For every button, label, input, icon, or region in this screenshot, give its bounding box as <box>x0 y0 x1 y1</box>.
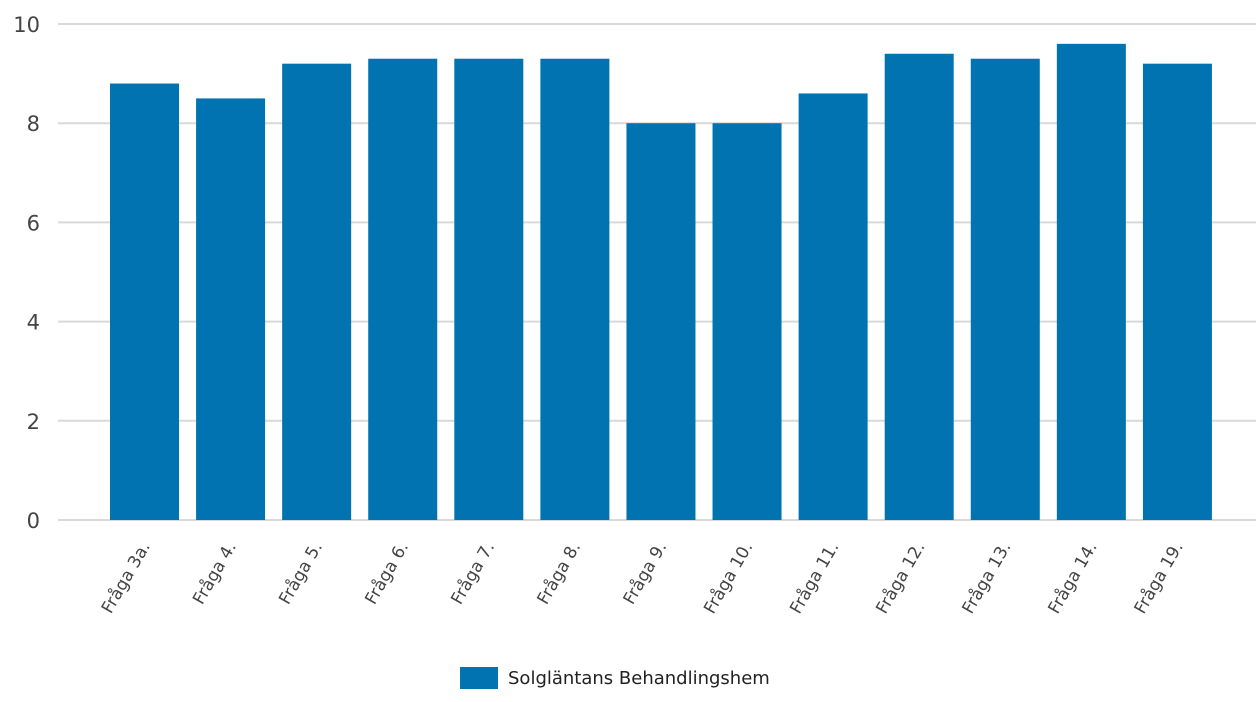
x-tick-label: Fråga 11. <box>785 538 843 617</box>
legend-swatch <box>460 667 498 689</box>
bar <box>1142 63 1212 521</box>
y-tick-label: 0 <box>27 509 40 533</box>
x-tick-label: Fråga 14. <box>1044 538 1102 617</box>
bar <box>626 123 696 520</box>
x-tick-label: Fråga 3a. <box>97 538 155 617</box>
bar <box>196 98 266 521</box>
x-tick-label: Fråga 9. <box>619 538 672 608</box>
x-tick-label: Fråga 19. <box>1130 538 1188 617</box>
y-tick-label: 8 <box>27 112 40 136</box>
y-tick-label: 6 <box>27 211 40 235</box>
x-tick-label: Fråga 7. <box>447 538 500 608</box>
y-axis-ticks: 0 2 4 6 8 10 <box>13 13 40 533</box>
x-tick-label: Fråga 6. <box>360 538 413 608</box>
y-tick-label: 2 <box>27 410 40 434</box>
bar <box>712 123 782 520</box>
x-tick-label: Fråga 10. <box>699 538 757 617</box>
bar <box>884 53 954 520</box>
y-tick-label: 10 <box>13 13 40 37</box>
x-tick-label: Fråga 5. <box>274 538 327 608</box>
bar <box>282 63 352 521</box>
bars <box>110 43 1212 521</box>
bar <box>454 58 524 520</box>
x-tick-label: Fråga 12. <box>872 538 930 617</box>
bar <box>368 58 438 520</box>
bar <box>540 58 610 520</box>
legend-label: Solgläntans Behandlingshem <box>508 667 770 689</box>
bar <box>1056 43 1126 521</box>
y-tick-label: 4 <box>27 311 40 335</box>
x-tick-label: Fråga 13. <box>958 538 1016 617</box>
bar <box>110 83 179 521</box>
x-axis-ticks: Fråga 3a. Fråga 4. Fråga 5. Fråga 6. Fråga 7… <box>97 538 1188 617</box>
x-tick-label: Fråga 4. <box>188 538 241 608</box>
x-tick-label: Fråga 8. <box>533 538 586 608</box>
legend: Solgläntans Behandlingshem <box>460 665 770 691</box>
bar <box>798 93 868 520</box>
bar <box>970 58 1040 520</box>
